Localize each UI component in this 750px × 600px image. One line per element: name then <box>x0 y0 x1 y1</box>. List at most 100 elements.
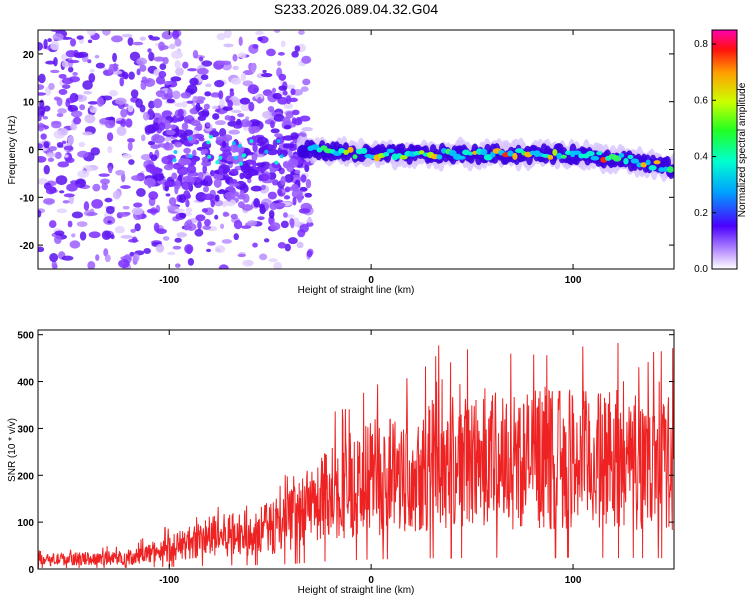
spectrogram-noise-blob <box>233 233 239 241</box>
spectrogram-band-blob <box>268 209 275 219</box>
spectrogram-noise-blob <box>300 86 309 92</box>
spectrogram-noise-blob <box>106 132 114 142</box>
spectrogram-noise-blob <box>214 80 225 88</box>
spectrogram-band-blob <box>150 179 156 187</box>
spectrogram-noise-blob <box>271 179 279 186</box>
spectrogram-noise-blob <box>108 90 119 97</box>
spectrogram-band-blob <box>292 196 297 206</box>
spectrogram-noise-blob <box>128 71 135 80</box>
spectrogram-noise-blob <box>245 116 250 121</box>
spectrogram-noise-blob <box>54 230 65 236</box>
ridge-hotspot <box>552 148 558 156</box>
spectrogram-noise-blob <box>223 212 230 217</box>
spectrogram-band-blob <box>178 194 187 204</box>
spectrogram-band-blob <box>248 119 261 128</box>
spectrogram-noise-blob <box>56 113 64 118</box>
ridge-hotspot <box>618 153 625 158</box>
spectrogram-band-blob <box>285 111 294 119</box>
spectrogram-noise-blob <box>55 175 68 186</box>
spectrogram-band-blob <box>269 120 275 129</box>
spectrogram-band-blob <box>269 202 278 211</box>
spectrogram-noise-blob <box>158 41 165 51</box>
spectrogram-band-blob <box>261 72 273 78</box>
ridge-hotspot <box>400 154 408 160</box>
spectrogram-noise-blob <box>181 101 188 108</box>
spectrogram-noise-blob <box>162 236 170 241</box>
spectrogram-noise-blob <box>43 164 50 175</box>
spectrogram-noise-blob <box>212 105 219 110</box>
spectrogram-band-blob <box>283 212 288 218</box>
spectrogram-noise-blob <box>105 206 115 214</box>
spectrogram-noise-blob <box>255 30 264 36</box>
ridge-hotspot <box>457 155 466 160</box>
spectrogram-band-blob <box>165 141 170 150</box>
spectrogram-band-blob <box>186 165 197 174</box>
spectrogram-noise-blob <box>56 208 68 214</box>
spectrogram-noise-blob <box>38 246 45 253</box>
spectrogram-noise-blob <box>74 52 85 59</box>
spectrogram-band-blob <box>180 92 192 99</box>
spectrogram-noise-blob <box>280 40 286 48</box>
spectrogram-band-blob <box>216 189 227 195</box>
spectrogram-noise-blob <box>87 101 99 105</box>
spectrogram-band-blob <box>163 120 171 130</box>
spectrogram-band-blob <box>282 116 291 125</box>
spectrogram-noise-blob <box>257 36 263 42</box>
spectrogram-noise-blob <box>136 68 141 76</box>
spectrogram-noise-blob <box>107 220 112 224</box>
ridge-hotspot <box>640 162 647 168</box>
spectrogram-band-blob <box>212 113 220 120</box>
spectrogram-band-blob <box>210 169 215 177</box>
spectrogram-band-blob <box>181 122 189 131</box>
spectrogram-band-blob <box>165 181 176 188</box>
spectrogram-noise-blob <box>128 159 135 165</box>
spectrogram-band-blob <box>202 164 208 174</box>
spectrogram-noise-blob <box>88 73 96 83</box>
snr-ytick-label: 400 <box>17 378 34 389</box>
spectrogram-band-blob <box>252 160 257 170</box>
spectrogram-noise-blob <box>230 77 242 85</box>
spectrogram-band-blob <box>218 167 224 176</box>
band-hotspot <box>208 134 213 139</box>
spectrogram-noise-blob <box>237 52 247 59</box>
spectrogram-noise-blob <box>61 255 74 261</box>
snr-ylabel: SNR (10 * v/v) <box>7 418 18 482</box>
spectrogram-noise-blob <box>242 80 254 87</box>
snr-xtick-label: -100 <box>159 575 179 586</box>
spectrogram-band-blob <box>297 194 303 203</box>
spectrogram-noise-blob <box>71 233 76 238</box>
ridge-hotspot <box>418 150 425 155</box>
spectrogram-band-blob <box>199 180 207 185</box>
colorbar: 0.0 0.2 0.4 0.6 0.8 Normalized spectral ampl… <box>694 29 748 275</box>
spectrogram-band-blob <box>201 208 208 213</box>
spectrogram-band-blob <box>245 120 253 127</box>
spectrogram-noise-blob <box>186 100 194 104</box>
spectrogram-noise-blob <box>100 178 111 185</box>
spectrogram-noise-blob <box>77 150 89 158</box>
spectrogram-band-blob <box>206 122 211 128</box>
ridge-hotspot <box>586 150 595 157</box>
spectrogram-noise-blob <box>216 32 226 41</box>
spectrogram-noise-blob <box>52 33 64 41</box>
spectrogram-band-blob <box>163 81 173 86</box>
ridge-hotspot <box>360 147 368 154</box>
spectrogram-noise-blob <box>40 133 47 140</box>
snr-xtick-label: 0 <box>368 575 374 586</box>
spectrogram-band-blob <box>248 101 255 112</box>
spectrogram-noise-blob <box>67 59 80 64</box>
spectrogram-noise-blob <box>169 43 176 50</box>
spectrogram-noise-blob <box>140 154 152 161</box>
ridge-hotspot <box>645 159 651 166</box>
spectrogram-noise-blob <box>175 67 184 76</box>
spectrogram-noise-blob <box>71 211 84 219</box>
spectrogram-noise-blob <box>101 230 112 240</box>
colorbar-gradient <box>711 29 738 270</box>
snr-ytick-label: 300 <box>17 424 34 435</box>
spectrogram-noise-blob <box>96 96 104 107</box>
spectrogram-noise-blob <box>64 154 69 158</box>
snr-xtick-label: 100 <box>565 575 582 586</box>
spectrogram-xlabel: Height of straight line (km) <box>298 285 415 296</box>
spectrogram-band-blob <box>277 189 283 196</box>
spectrogram-band-blob <box>284 174 294 183</box>
spectrogram-noise-blob <box>198 56 204 62</box>
